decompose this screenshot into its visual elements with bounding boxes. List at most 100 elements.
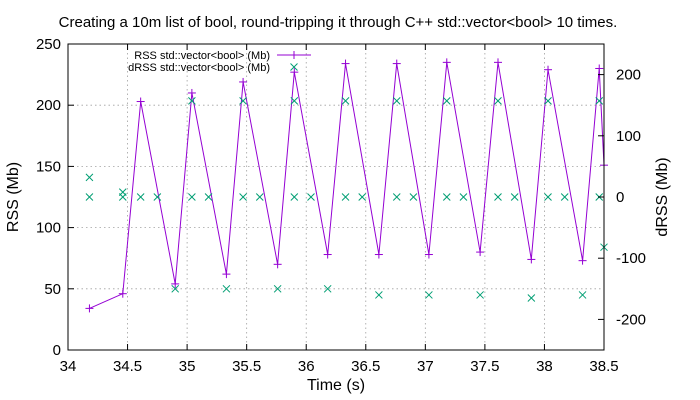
marker-stroke — [118, 193, 127, 201]
drss-data-point — [425, 291, 433, 299]
x-tick-label: 38.5 — [589, 358, 618, 375]
marker-stroke — [255, 193, 264, 201]
y-tick-label: 0 — [53, 342, 61, 359]
rss-data-point — [578, 256, 587, 265]
marker-stroke — [375, 291, 383, 299]
y-tick-label: 250 — [36, 36, 61, 53]
rss-data-point — [527, 255, 536, 264]
drss-data-point — [375, 291, 383, 299]
drss-data-point — [323, 284, 332, 293]
series-layer — [85, 58, 608, 313]
drss-data-point — [188, 193, 196, 201]
marker-stroke — [510, 193, 519, 201]
drss-data-point — [442, 193, 451, 201]
marker-stroke — [358, 193, 367, 201]
marker-stroke — [544, 97, 552, 105]
marker-stroke — [595, 97, 604, 105]
rss-data-point — [85, 304, 94, 313]
marker-stroke — [222, 284, 231, 293]
legend-swatch-marker — [290, 63, 298, 71]
marker-stroke — [341, 193, 350, 201]
x-tick-label: 34.5 — [113, 358, 142, 375]
x-tick-label: 38 — [536, 358, 553, 375]
drss-data-point — [494, 193, 502, 201]
drss-data-point — [188, 97, 196, 105]
legend-label: dRSS std::vector<bool> (Mb) — [128, 62, 270, 74]
y2-tick-label: 200 — [616, 67, 641, 84]
marker-stroke — [85, 193, 94, 201]
rss-data-point — [493, 58, 502, 67]
marker-stroke — [392, 97, 401, 105]
rss-data-point — [374, 250, 383, 259]
x-tick-label: 37 — [417, 358, 434, 375]
y2-tick-label: 0 — [616, 189, 624, 206]
drss-data-point — [290, 193, 299, 201]
y-tick-label: 100 — [36, 220, 61, 237]
rss-data-point — [544, 65, 553, 74]
marker-stroke — [560, 193, 569, 201]
drss-data-point — [273, 284, 282, 293]
rss-data-point — [424, 250, 433, 259]
chart-title: Creating a 10m list of bool, round-tripp… — [59, 14, 618, 31]
marker-stroke — [409, 193, 418, 201]
y-tick-label: 150 — [36, 158, 61, 175]
drss-data-point — [171, 284, 180, 293]
drss-data-point — [459, 193, 468, 201]
y-axis-title: RSS (Mb) — [5, 162, 22, 232]
rss-data-point — [290, 68, 299, 77]
rss-series-line — [89, 62, 605, 309]
rss-data-point — [442, 58, 451, 67]
drss-data-point — [255, 193, 264, 201]
rss-data-point — [187, 88, 196, 97]
x-tick-label: 35.5 — [232, 358, 261, 375]
y2-axis-title: dRSS (Mb) — [654, 157, 671, 236]
marker-stroke — [307, 193, 315, 201]
marker-stroke — [290, 63, 298, 71]
rss-data-point — [323, 250, 332, 259]
rss-data-point — [595, 64, 604, 73]
drss-data-point — [307, 193, 315, 201]
marker-stroke — [273, 284, 282, 293]
drss-data-point — [222, 284, 231, 293]
rss-data-point — [118, 289, 127, 298]
drss-data-point — [358, 193, 367, 201]
marker-stroke — [239, 97, 247, 105]
drss-data-point — [578, 291, 587, 299]
marker-stroke — [171, 284, 180, 293]
drss-data-point — [392, 193, 401, 201]
marker-stroke — [323, 284, 332, 293]
drss-data-point — [153, 193, 162, 201]
marker-stroke — [204, 193, 213, 201]
rss-data-point — [476, 248, 485, 257]
drss-data-point — [204, 193, 213, 201]
marker-stroke — [425, 291, 433, 299]
x-axis-title: Time (s) — [307, 377, 365, 394]
marker-stroke — [290, 97, 299, 105]
marker-stroke — [188, 193, 196, 201]
drss-data-point — [409, 193, 418, 201]
legend: RSS std::vector<bool> (Mb)dRSS std::vect… — [128, 50, 311, 74]
marker-stroke — [239, 193, 247, 201]
drss-data-point — [341, 97, 350, 105]
x-tick-label: 36.5 — [351, 358, 380, 375]
x-tick-label: 37.5 — [470, 358, 499, 375]
legend-swatch-marker — [290, 51, 298, 59]
series-drss — [85, 97, 608, 302]
plot-frame — [67, 43, 605, 351]
rss-data-point — [136, 97, 145, 106]
marker-stroke — [442, 97, 451, 105]
drss-data-point — [442, 97, 451, 105]
drss-data-point — [392, 97, 401, 105]
axis-ticks — [67, 43, 605, 351]
marker-stroke — [494, 97, 502, 105]
drss-data-point — [560, 193, 569, 201]
y2-tick-label: -200 — [616, 311, 646, 328]
drss-data-point — [239, 97, 247, 105]
marker-stroke — [392, 193, 401, 201]
grid-lines — [68, 44, 604, 350]
y-tick-labels: 0 50 100 150 200 250 — [36, 36, 61, 359]
y2-tick-labels: -200 -100 0 100 200 — [616, 67, 646, 329]
drss-data-point — [85, 193, 94, 201]
drss-data-point — [476, 291, 484, 299]
